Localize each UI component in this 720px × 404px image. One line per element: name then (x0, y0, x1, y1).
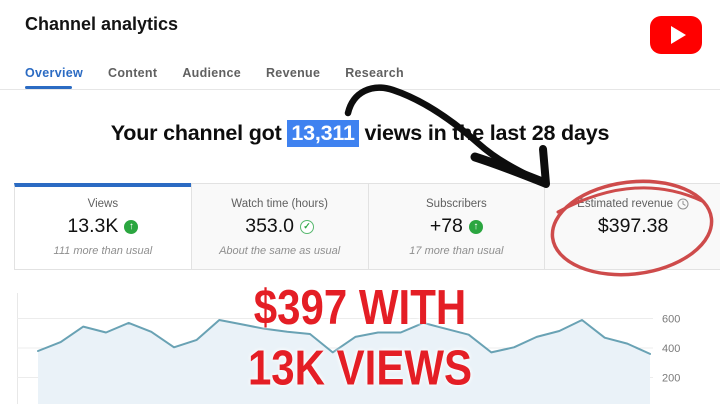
clock-icon (677, 198, 689, 210)
views-subtext: 111 more than usual (53, 245, 153, 257)
active-tab-underline (25, 86, 72, 89)
youtube-logo[interactable] (650, 16, 702, 54)
headline-prefix: Your channel got (110, 121, 288, 145)
svg-text:600: 600 (662, 314, 680, 326)
chart-area-fill (38, 320, 650, 404)
svg-text:400: 400 (662, 343, 680, 355)
estimated-revenue-value: $397.38 (597, 215, 669, 237)
metric-card-subscribers[interactable]: Subscribers +78 ↑ 17 more than usual (367, 183, 546, 270)
svg-text:200: 200 (662, 373, 680, 385)
metric-card-watch-time[interactable]: Watch time (hours) 353.0 ✓ About the sam… (190, 183, 369, 270)
headline: Your channel got 13,311 views in the las… (0, 120, 720, 147)
headline-suffix: views in the last 28 days (358, 121, 610, 145)
analytics-tabs: Overview Content Audience Revenue Resear… (25, 66, 404, 80)
metric-card-estimated-revenue[interactable]: Estimated revenue $397.38 (544, 183, 720, 270)
up-arrow-icon: ↑ (124, 219, 139, 234)
card-label-watch-time: Watch time (hours) (231, 198, 328, 210)
metric-card-views[interactable]: Views 13.3K ↑ 111 more than usual (14, 183, 192, 270)
metric-cards-row: Views 13.3K ↑ 111 more than usual Watch … (14, 183, 720, 270)
play-icon (670, 26, 686, 44)
subscribers-value: +78 (429, 215, 463, 237)
tab-content[interactable]: Content (108, 66, 158, 80)
watch-time-subtext: About the same as usual (219, 245, 341, 257)
card-label-subscribers: Subscribers (426, 198, 487, 210)
tab-overview[interactable]: Overview (25, 66, 83, 80)
check-circle-icon: ✓ (300, 219, 315, 234)
chart-ytick-labels: 600 400 200 (662, 314, 680, 385)
page-title: Channel analytics (25, 14, 179, 34)
tab-research[interactable]: Research (345, 66, 404, 80)
up-arrow-icon: ↑ (468, 219, 483, 234)
watch-time-value: 353.0 (245, 215, 295, 237)
headline-highlight: 13,311 (287, 120, 359, 147)
tab-audience[interactable]: Audience (182, 66, 241, 80)
tab-revenue[interactable]: Revenue (265, 66, 321, 80)
analytics-chart: 600 400 200 (0, 293, 720, 404)
tabs-divider (0, 89, 720, 90)
views-value: 13.3K (67, 215, 119, 237)
card-label-estimated-revenue: Estimated revenue (577, 198, 674, 210)
subscribers-subtext: 17 more than usual (409, 245, 504, 257)
chart-line (37, 319, 651, 355)
card-label-views: Views (87, 198, 119, 210)
